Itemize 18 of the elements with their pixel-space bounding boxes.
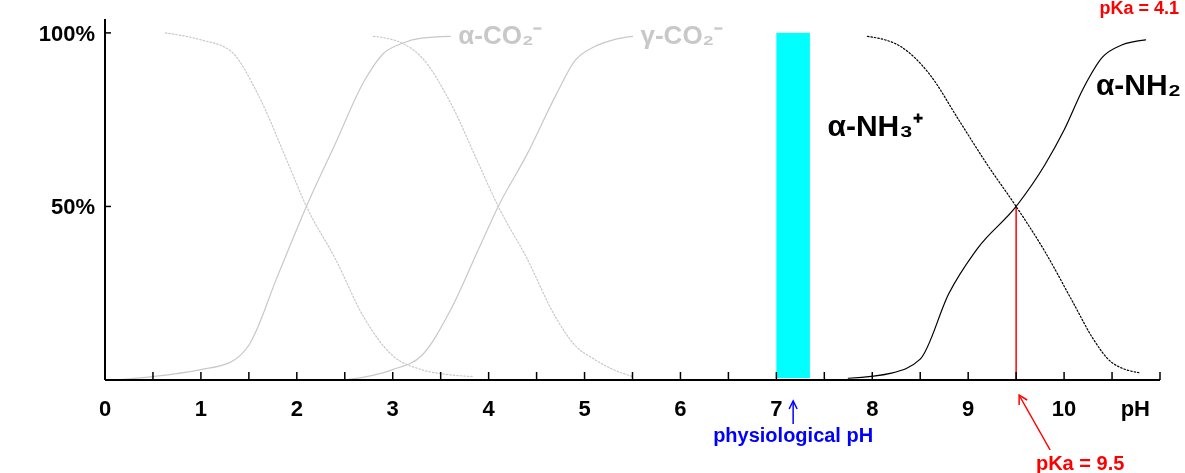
x-tick-label: 5: [578, 396, 591, 421]
x-axis-title: pH: [1120, 396, 1150, 421]
x-tick-label: 1: [194, 396, 208, 421]
x-tick-label: 3: [386, 396, 399, 421]
x-tick-label: 6: [674, 396, 687, 421]
x-tick-label: 7: [770, 396, 783, 421]
band-label: physiological pH: [713, 424, 874, 446]
series-label: α-NH₃⁺: [827, 109, 924, 143]
x-tick-label: 10: [1051, 396, 1077, 421]
text: pKa = 4.1: [1099, 0, 1179, 18]
series-label: α-NH₂: [1095, 67, 1181, 101]
y-tick-label: 100%: [38, 20, 95, 46]
y-tick-label: 50%: [50, 194, 95, 220]
x-tick-label: 2: [290, 396, 303, 421]
x-tick-label: 4: [482, 396, 496, 421]
x-tick-label: 9: [962, 396, 975, 421]
x-tick-label: 8: [866, 396, 879, 421]
x-tick-label: 0: [98, 396, 112, 421]
